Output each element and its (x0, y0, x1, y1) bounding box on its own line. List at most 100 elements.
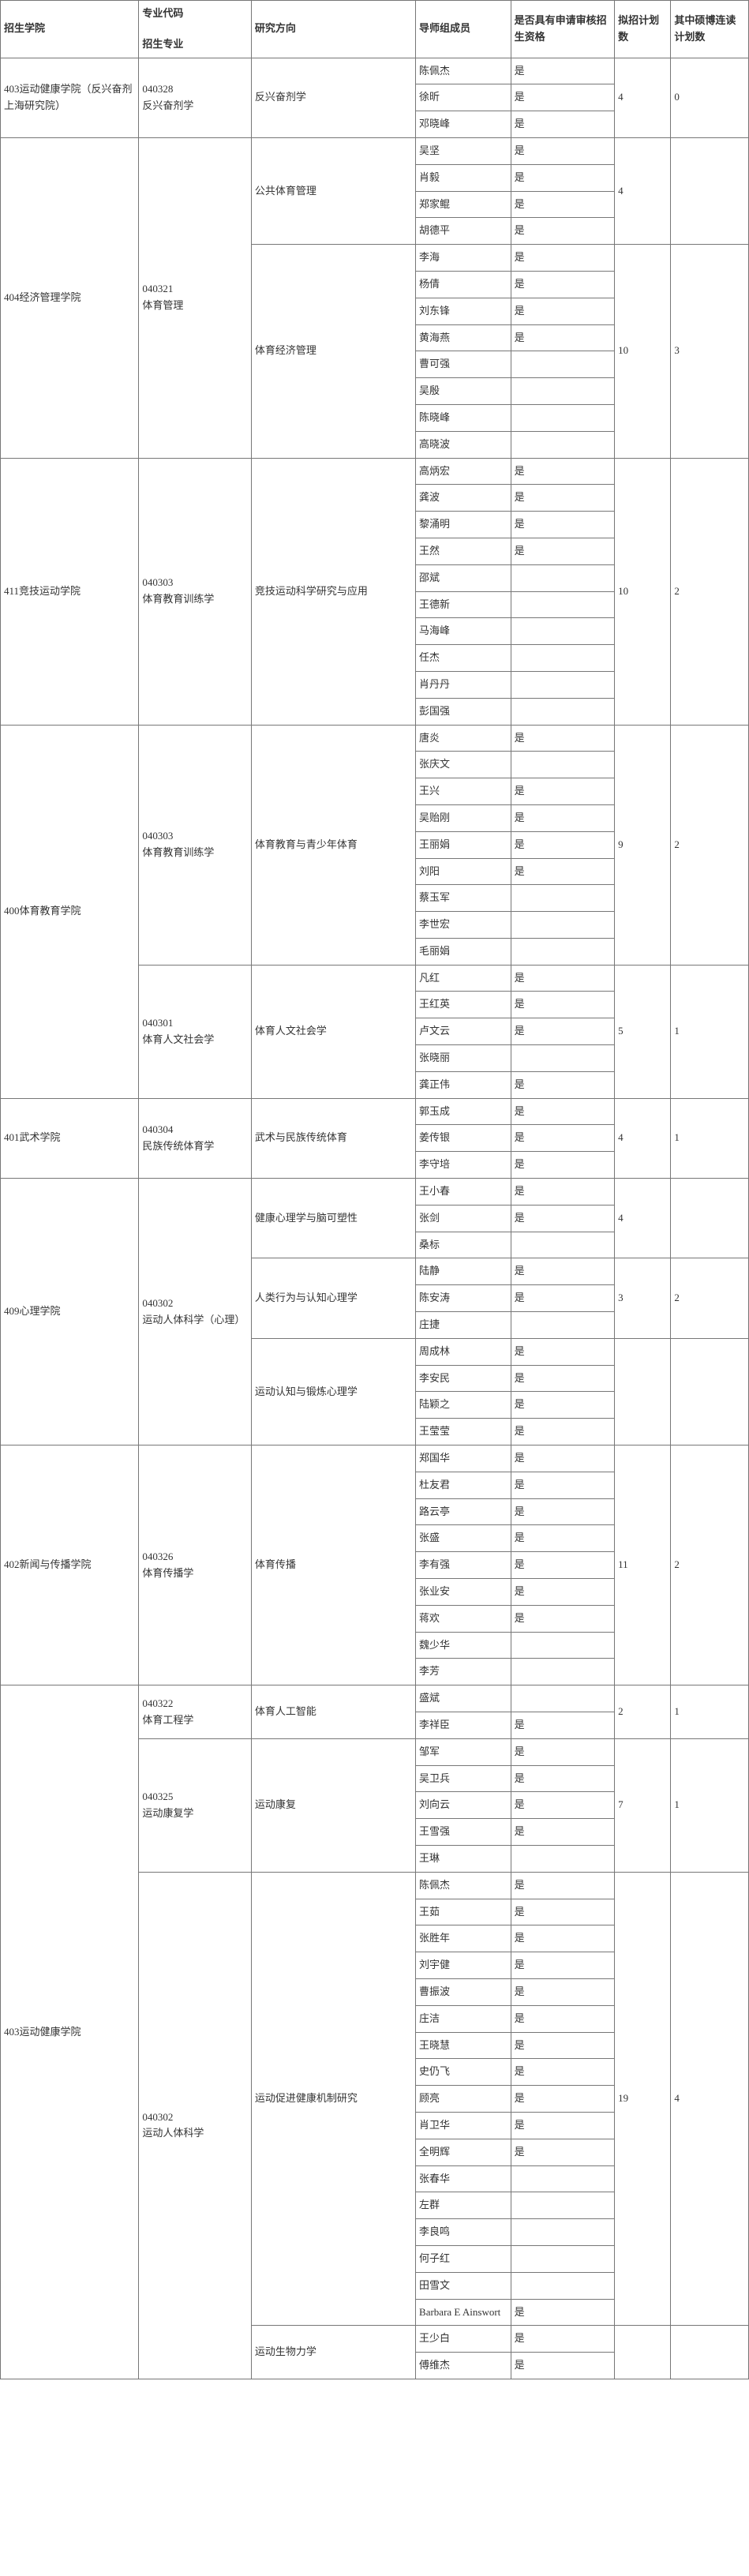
cell: 肖卫华 (416, 2112, 511, 2139)
cell: 体育传播 (251, 1445, 415, 1685)
cell: 是 (511, 2326, 615, 2353)
cell: 是 (511, 2112, 615, 2139)
cell: 10 (615, 245, 671, 458)
cell: 是 (511, 1365, 615, 1392)
cell: 是 (511, 1338, 615, 1365)
cell: 4 (615, 1179, 671, 1258)
cell: 运动康复 (251, 1738, 415, 1872)
cell: 傅维杰 (416, 2353, 511, 2379)
cell: 郑家鲲 (416, 191, 511, 218)
cell (511, 1045, 615, 1072)
cell: 蒋欢 (416, 1605, 511, 1632)
header-cell: 是否具有申请审核招生资格 (511, 1, 615, 58)
cell: 健康心理学与脑可塑性 (251, 1179, 415, 1258)
cell: 4 (671, 1872, 749, 2326)
cell: 是 (511, 1445, 615, 1472)
cell: 陈安涛 (416, 1285, 511, 1312)
cell: 运动促进健康机制研究 (251, 1872, 415, 2326)
cell: 史仍飞 (416, 2059, 511, 2086)
cell: 李有强 (416, 1552, 511, 1579)
cell: 是 (511, 2353, 615, 2379)
cell: 曹振波 (416, 1978, 511, 2005)
cell: 402新闻与传播学院 (1, 1445, 139, 1685)
cell: 403运动健康学院 (1, 1685, 139, 2379)
cell: 401武术学院 (1, 1098, 139, 1178)
cell: 是 (511, 831, 615, 858)
cell: 3 (615, 1258, 671, 1338)
cell (511, 938, 615, 965)
cell: 刘向云 (416, 1792, 511, 1819)
header-cell: 导师组成员 (416, 1, 511, 58)
cell: 魏少华 (416, 1632, 511, 1659)
cell: 王然 (416, 538, 511, 564)
cell: 杜友君 (416, 1472, 511, 1498)
cell: 黎涌明 (416, 512, 511, 538)
cell: 任杰 (416, 645, 511, 672)
cell (511, 698, 615, 725)
cell: 王丽娟 (416, 831, 511, 858)
cell: 是 (511, 1498, 615, 1525)
cell: 吴殷 (416, 378, 511, 405)
cell: 是 (511, 1419, 615, 1445)
cell: 王晓慧 (416, 2032, 511, 2059)
cell: 040304民族传统体育学 (139, 1098, 251, 1178)
cell: 19 (615, 1872, 671, 2326)
cell: 王雪强 (416, 1819, 511, 1846)
header-cell: 招生学院 (1, 1, 139, 58)
cell: 刘宇健 (416, 1952, 511, 1979)
cell: 顾亮 (416, 2086, 511, 2113)
cell: 1 (671, 1738, 749, 1872)
cell: 1 (671, 1098, 749, 1178)
cell: 是 (511, 1792, 615, 1819)
cell: 是 (511, 1018, 615, 1045)
cell: 4 (615, 1098, 671, 1178)
cell (511, 404, 615, 431)
cell (671, 137, 749, 244)
cell: 陆颖之 (416, 1392, 511, 1419)
cell: 张剑 (416, 1205, 511, 1232)
cell: 040303体育教育训练学 (139, 725, 251, 965)
cell: 郑国华 (416, 1445, 511, 1472)
cell: 刘东锋 (416, 298, 511, 324)
cell: 是 (511, 2139, 615, 2165)
cell: 040301体育人文社会学 (139, 965, 251, 1098)
cell (511, 912, 615, 939)
cell: 卢文云 (416, 1018, 511, 1045)
cell: 体育人文社会学 (251, 965, 415, 1098)
cell (511, 645, 615, 672)
cell: 11 (615, 1445, 671, 1685)
cell: 陆静 (416, 1258, 511, 1285)
cell: 411竞技运动学院 (1, 458, 139, 725)
cell (511, 564, 615, 591)
cell: 胡德平 (416, 218, 511, 245)
cell: 9 (615, 725, 671, 965)
cell: 邓晓峰 (416, 111, 511, 138)
cell: 高晓波 (416, 431, 511, 458)
cell: 武术与民族传统体育 (251, 1098, 415, 1178)
cell: 李安民 (416, 1365, 511, 1392)
cell: 是 (511, 84, 615, 111)
cell: 王琳 (416, 1845, 511, 1872)
cell: 陈佩杰 (416, 58, 511, 84)
cell: 彭国强 (416, 698, 511, 725)
cell: 肖丹丹 (416, 671, 511, 698)
cell: 是 (511, 2299, 615, 2326)
cell: 040302运动人体科学（心理） (139, 1179, 251, 1445)
cell: 是 (511, 2032, 615, 2059)
cell: 是 (511, 725, 615, 752)
cell: 是 (511, 137, 615, 164)
cell: 盛斌 (416, 1685, 511, 1712)
cell: 黄海燕 (416, 324, 511, 351)
cell: 是 (511, 191, 615, 218)
cell: 张晓丽 (416, 1045, 511, 1072)
cell (511, 885, 615, 912)
cell: 是 (511, 1952, 615, 1979)
cell: 肖毅 (416, 164, 511, 191)
cell: 4 (615, 137, 671, 244)
cell: 李芳 (416, 1659, 511, 1685)
cell: 是 (511, 324, 615, 351)
cell: 是 (511, 1472, 615, 1498)
cell: 路云亭 (416, 1498, 511, 1525)
cell: 是 (511, 2059, 615, 2086)
cell: 唐炎 (416, 725, 511, 752)
